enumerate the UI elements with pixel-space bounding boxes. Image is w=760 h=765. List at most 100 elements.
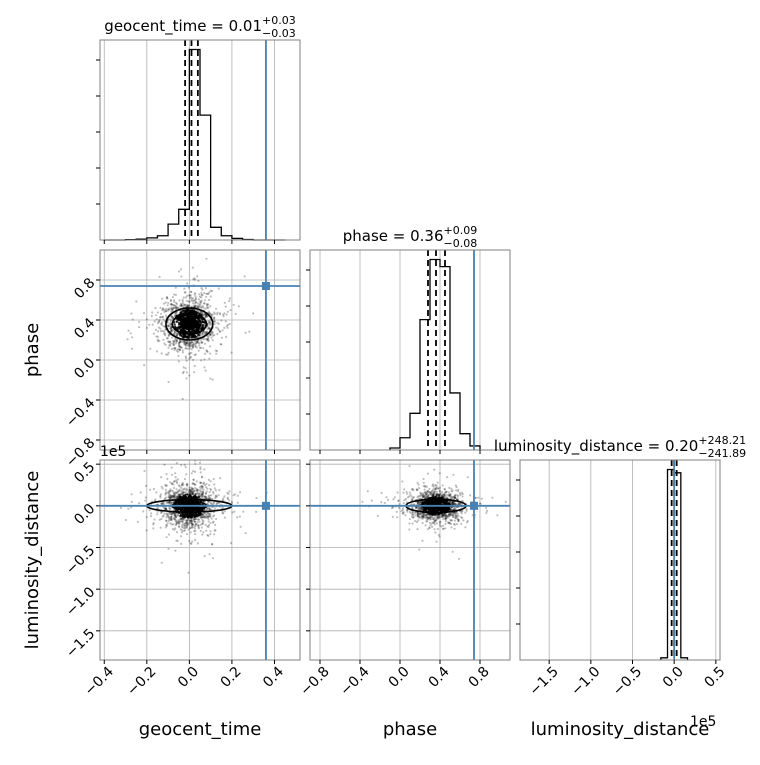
- scatter-geocent_time-vs-luminosity_distance-point: [167, 515, 170, 519]
- scatter-geocent_time-vs-luminosity_distance-point: [175, 519, 178, 522]
- scatter-phase-vs-luminosity_distance-point: [451, 501, 454, 504]
- scatter-geocent_time-vs-luminosity_distance-point: [197, 526, 200, 529]
- scatter-phase-vs-luminosity_distance-point: [453, 496, 456, 499]
- scatter-phase-vs-luminosity_distance-point: [425, 520, 428, 523]
- scatter-phase-vs-luminosity_distance-point: [416, 511, 419, 514]
- scatter-phase-vs-luminosity_distance-point: [417, 483, 420, 486]
- scatter-geocent_time-vs-luminosity_distance-point: [191, 493, 194, 496]
- scatter-geocent_time-vs-luminosity_distance-point: [205, 482, 208, 485]
- scatter-geocent_time-vs-luminosity_distance-point: [162, 514, 165, 517]
- scatter-geocent_time-vs-luminosity_distance-point: [167, 547, 170, 550]
- scatter-geocent_time-vs-phase-point: [192, 341, 195, 344]
- scatter-geocent_time-vs-phase-point: [225, 313, 228, 316]
- scatter-geocent_time-vs-phase-point: [191, 300, 194, 303]
- scatter-geocent_time-vs-phase-point: [209, 377, 212, 380]
- scatter-geocent_time-vs-phase-point: [159, 306, 162, 309]
- scatter-geocent_time-vs-luminosity_distance-point: [174, 515, 177, 518]
- scatter-geocent_time-vs-phase-point: [176, 333, 180, 336]
- scatter-geocent_time-vs-luminosity_distance-point: [175, 516, 178, 519]
- scatter-phase-vs-luminosity_distance-point: [435, 494, 438, 497]
- scatter-geocent_time-vs-luminosity_distance-point: [190, 523, 194, 526]
- scatter-geocent_time-vs-phase-point: [198, 326, 201, 330]
- scatter-phase-vs-luminosity_distance-point: [441, 490, 444, 494]
- scatter-geocent_time-vs-luminosity_distance-point: [208, 490, 211, 494]
- scatter-geocent_time-vs-phase-point: [195, 341, 198, 345]
- scatter-phase-vs-luminosity_distance-point: [428, 487, 431, 491]
- scatter-geocent_time-vs-phase-point: [175, 332, 179, 335]
- scatter-phase-vs-luminosity_distance-point: [420, 514, 423, 518]
- scatter-phase-vs-luminosity_distance-point: [403, 488, 406, 491]
- scatter-geocent_time-vs-phase-point: [171, 307, 174, 311]
- scatter-geocent_time-vs-luminosity_distance-point: [244, 532, 247, 535]
- scatter-geocent_time-vs-phase-point: [186, 347, 190, 350]
- scatter-phase-vs-luminosity_distance-point: [438, 520, 441, 523]
- scatter-phase-vs-luminosity_distance-point: [434, 519, 437, 522]
- scatter-geocent_time-vs-phase-point: [184, 291, 187, 294]
- scatter-phase-vs-luminosity_distance-point: [398, 503, 401, 506]
- scatter-phase-vs-luminosity_distance-point: [444, 516, 447, 519]
- scatter-geocent_time-vs-phase-point: [190, 341, 193, 344]
- scatter-geocent_time-vs-luminosity_distance-point: [231, 511, 234, 514]
- scatter-geocent_time-vs-phase-point: [232, 303, 235, 306]
- scatter-phase-vs-luminosity_distance-point: [419, 501, 422, 504]
- scatter-phase-vs-luminosity_distance-point: [444, 522, 447, 526]
- scatter-geocent_time-vs-luminosity_distance-point: [213, 529, 216, 532]
- scatter-geocent_time-vs-phase-point: [193, 371, 196, 374]
- scatter-phase-vs-luminosity_distance-point: [452, 508, 455, 511]
- ytick-label-phase-3: 0.4: [71, 315, 98, 342]
- scatter-geocent_time-vs-phase-point: [174, 312, 177, 315]
- scatter-geocent_time-vs-phase-point: [176, 334, 179, 337]
- scatter-geocent_time-vs-phase-point: [169, 303, 172, 306]
- scatter-geocent_time-vs-luminosity_distance-point: [175, 522, 178, 525]
- scatter-geocent_time-vs-luminosity_distance-point: [182, 454, 184, 456]
- scatter-geocent_time-vs-phase-point: [204, 337, 207, 340]
- scatter-geocent_time-vs-phase-point: [170, 328, 173, 331]
- scatter-geocent_time-vs-phase-point: [184, 357, 188, 360]
- scatter-geocent_time-vs-luminosity_distance-point: [181, 483, 184, 486]
- scatter-phase-vs-luminosity_distance-point: [411, 522, 414, 525]
- scatter-geocent_time-vs-luminosity_distance-point: [175, 520, 178, 523]
- scatter-phase-vs-luminosity_distance-point: [420, 508, 423, 511]
- scatter-phase-vs-luminosity_distance-point: [421, 539, 424, 543]
- scatter-geocent_time-vs-luminosity_distance-point: [197, 524, 200, 527]
- scatter-phase-vs-luminosity_distance-point: [442, 513, 446, 517]
- scatter-geocent_time-vs-phase-point: [189, 341, 192, 344]
- scatter-geocent_time-vs-luminosity_distance-point: [204, 511, 207, 515]
- scatter-phase-vs-luminosity_distance-point: [455, 511, 458, 514]
- scatter-phase-vs-luminosity_distance-point: [411, 511, 414, 514]
- scatter-geocent_time-vs-luminosity_distance-point: [215, 502, 218, 505]
- scatter-phase-vs-luminosity_distance-point: [440, 515, 443, 518]
- scatter-geocent_time-vs-luminosity_distance-point: [160, 485, 163, 488]
- scatter-phase-vs-luminosity_distance-point: [444, 527, 447, 530]
- scatter-geocent_time-vs-luminosity_distance-point: [239, 491, 242, 494]
- scatter-geocent_time-vs-luminosity_distance-point: [185, 515, 189, 518]
- scatter-phase-vs-luminosity_distance-point: [443, 495, 446, 499]
- scatter-geocent_time-vs-luminosity_distance-point: [160, 517, 163, 521]
- scatter-geocent_time-vs-luminosity_distance-point: [167, 520, 170, 523]
- scatter-phase-vs-luminosity_distance-point: [449, 506, 452, 509]
- scatter-geocent_time-vs-luminosity_distance-point: [208, 524, 211, 527]
- scatter-geocent_time-vs-luminosity_distance-point: [167, 494, 170, 497]
- scatter-phase-vs-luminosity_distance-point: [430, 492, 433, 495]
- scatter-geocent_time-vs-luminosity_distance-point: [195, 480, 198, 483]
- scatter-geocent_time-vs-luminosity_distance-point: [189, 521, 192, 525]
- scatter-phase-vs-luminosity_distance-point: [435, 492, 439, 495]
- scatter-geocent_time-vs-luminosity_distance-point: [165, 501, 168, 504]
- scatter-phase-vs-luminosity_distance-point: [408, 528, 411, 531]
- scatter-phase-vs-luminosity_distance-point: [453, 506, 457, 509]
- xaxis-title-phase: phase: [383, 719, 437, 740]
- scatter-geocent_time-vs-luminosity_distance-truth-marker: [261, 501, 270, 510]
- scatter-phase-vs-luminosity_distance-point: [421, 493, 424, 496]
- scatter-geocent_time-vs-phase-point: [169, 342, 172, 345]
- scatter-geocent_time-vs-phase-point: [219, 343, 222, 346]
- scatter-phase-vs-luminosity_distance-point: [454, 517, 457, 520]
- scatter-phase-vs-luminosity_distance-point: [457, 518, 460, 522]
- scatter-phase-vs-luminosity_distance-point: [434, 488, 437, 491]
- scatter-geocent_time-vs-luminosity_distance-point: [172, 523, 175, 526]
- scatter-phase-vs-luminosity_distance-point: [456, 498, 459, 501]
- scatter-phase-vs-luminosity_distance-point: [423, 495, 426, 498]
- scatter-geocent_time-vs-luminosity_distance-point: [179, 493, 182, 496]
- scatter-geocent_time-vs-phase-point: [196, 340, 199, 343]
- scatter-geocent_time-vs-luminosity_distance-point: [196, 496, 199, 499]
- scatter-geocent_time-vs-luminosity_distance-point: [184, 524, 187, 528]
